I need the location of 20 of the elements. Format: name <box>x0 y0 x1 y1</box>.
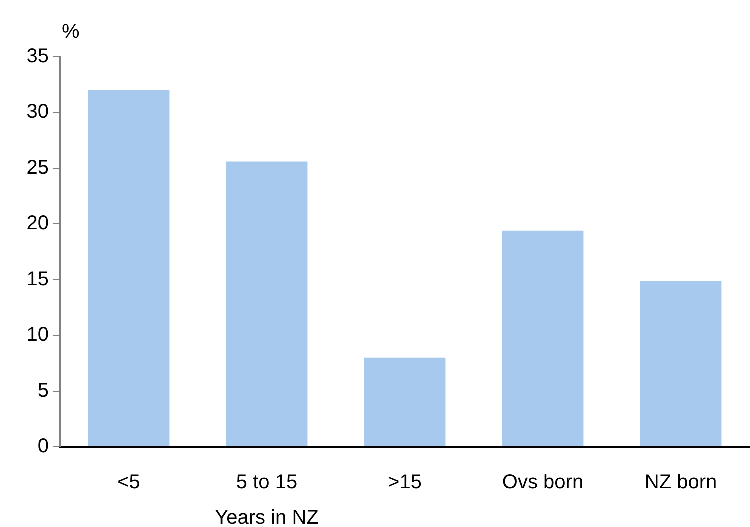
bar <box>502 230 584 446</box>
y-tick-label: 30 <box>26 101 49 124</box>
y-tick-label: 15 <box>26 268 49 290</box>
x-tick-label: NZ born <box>644 472 718 494</box>
y-tick-label: 25 <box>26 156 49 179</box>
y-tick-label: 5 <box>38 380 49 402</box>
x-axis-title: Years in NZ <box>215 507 319 527</box>
x-tick-label: 5 to 15 <box>236 472 298 494</box>
bar <box>640 280 722 446</box>
y-tick-label: 10 <box>26 324 49 346</box>
bar <box>88 90 170 446</box>
y-tick-label: 20 <box>26 212 49 235</box>
bar <box>364 358 446 446</box>
x-tick-label: Ovs born <box>502 472 584 494</box>
bar <box>226 162 308 446</box>
y-axis-title: % <box>62 21 80 43</box>
y-tick-label: 35 <box>26 46 49 68</box>
x-tick-label: >15 <box>388 472 422 494</box>
x-tick-label: <5 <box>118 472 140 494</box>
y-tick-label: 0 <box>38 436 49 458</box>
